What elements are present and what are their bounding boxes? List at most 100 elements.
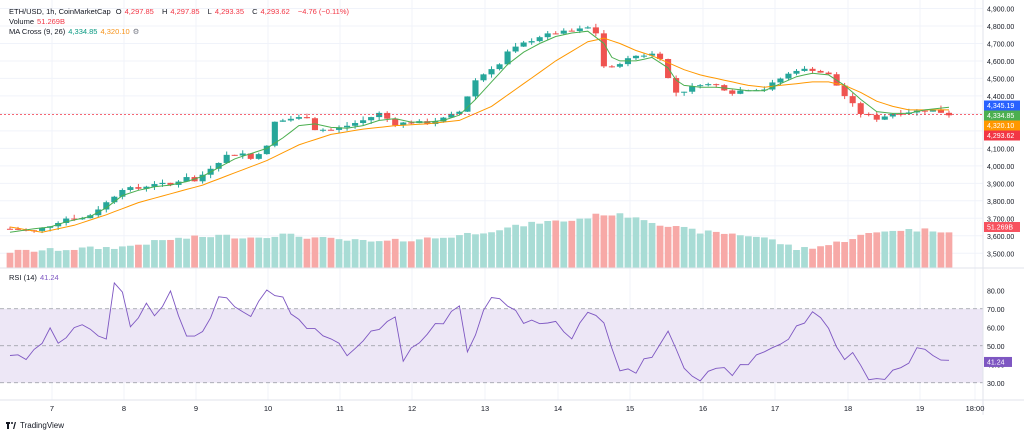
price-tick-label: 3,500.00	[987, 251, 1014, 258]
candle-body	[231, 154, 238, 156]
candle-body	[504, 51, 511, 65]
candle-body	[327, 129, 335, 131]
price-tick-label: 4,800.00	[987, 24, 1014, 31]
volume-bar	[801, 247, 808, 268]
price-tick-label: 4,600.00	[987, 59, 1014, 66]
volume-bar	[520, 226, 527, 268]
volume-bar	[118, 246, 126, 268]
candle-body	[576, 28, 583, 32]
candle-body	[544, 33, 551, 38]
volume-bar	[407, 241, 415, 268]
candle-body	[151, 184, 158, 187]
candle-body	[849, 96, 856, 104]
volume-bar	[70, 249, 78, 268]
volume-bar	[937, 232, 945, 268]
candle-body	[215, 162, 222, 169]
time-tick-label: 18:00	[966, 404, 985, 413]
candle-body	[263, 145, 270, 155]
candle-body	[793, 70, 800, 74]
volume-bar	[825, 245, 832, 268]
candle-body	[400, 122, 407, 126]
volume-bar	[929, 231, 937, 268]
volume-bar	[46, 248, 54, 268]
volume-bar	[752, 236, 760, 268]
volume-bar	[560, 221, 568, 268]
volume-bar	[102, 247, 110, 268]
volume-bar	[488, 232, 495, 268]
candle-body	[761, 89, 768, 91]
candle-body	[295, 117, 302, 119]
volume-bar	[423, 237, 431, 268]
tradingview-logo-icon	[6, 422, 16, 429]
volume-bar	[552, 220, 560, 268]
candle-body	[167, 182, 174, 185]
volume-bar	[14, 249, 22, 268]
candle-body	[287, 118, 294, 121]
candle-body	[352, 123, 359, 126]
candle-body	[480, 74, 487, 81]
rsi-legend: RSI (14) 41.24	[9, 273, 62, 283]
rsi-label[interactable]: RSI (14)	[9, 273, 37, 282]
time-tick-label: 10	[264, 404, 272, 413]
rsi-pane	[0, 281, 983, 384]
volume-bar	[383, 240, 391, 268]
price-badge	[984, 110, 1020, 121]
volume-bar	[335, 239, 343, 268]
volume-bar	[881, 231, 889, 268]
volume-bar	[817, 246, 824, 268]
symbol-label[interactable]: ETH/USD, 1h, CoinMarketCap	[9, 7, 111, 16]
candle-body	[825, 72, 832, 75]
open-label: O	[115, 7, 122, 16]
ma-legend: MA Cross (9, 26) 4,334.85 4,320.10 ⚙	[9, 27, 142, 37]
time-tick-label: 18	[844, 404, 852, 413]
volume-bar	[833, 241, 840, 268]
price-tick-label: 3,900.00	[987, 181, 1014, 188]
volume-bar	[857, 234, 865, 268]
volume-bar	[287, 233, 295, 268]
rsi-line	[9, 281, 950, 382]
volume-bar	[239, 238, 247, 268]
volume-label[interactable]: Volume	[9, 17, 35, 26]
candle-body	[199, 174, 206, 182]
rsi-tick-label: 80.00	[987, 288, 1005, 295]
candle-body	[223, 154, 230, 163]
volume-bar	[6, 252, 14, 268]
candle-body	[159, 182, 166, 185]
candle-body	[440, 117, 447, 122]
candle-body	[472, 80, 479, 97]
volume-bar	[247, 237, 255, 268]
volume-bar	[472, 234, 479, 268]
low-value: 4,293.35	[214, 7, 245, 16]
volume-bar	[672, 226, 680, 268]
brand-label: TradingView	[20, 421, 65, 430]
candle-body	[384, 112, 391, 119]
price-badge-label: 4,293.62	[987, 133, 1014, 140]
volume-bar	[303, 238, 311, 268]
volume-bar	[279, 233, 287, 268]
candle-body	[512, 46, 519, 52]
volume-bar	[873, 232, 881, 268]
volume-bar	[167, 239, 174, 268]
candle-body	[6, 228, 14, 230]
gear-icon[interactable]: ⚙	[132, 27, 140, 36]
price-tick-label: 4,100.00	[987, 146, 1014, 153]
ma-fast-value: 4,334.85	[68, 27, 98, 36]
candle-body	[496, 64, 503, 70]
candle-body	[648, 53, 656, 56]
candle-body	[568, 30, 575, 32]
volume-bar	[159, 240, 166, 268]
volume-bar	[600, 215, 608, 268]
volume-bar	[584, 218, 592, 268]
candle-body	[183, 177, 190, 182]
volume-bar	[183, 238, 190, 268]
volume-bar	[624, 217, 632, 268]
volume-bar	[215, 234, 223, 268]
price-badge	[984, 120, 1020, 131]
candle-body	[143, 186, 150, 189]
volume-bar	[295, 236, 303, 268]
rsi-tick-label: 70.00	[987, 307, 1005, 314]
volume-bar	[415, 239, 423, 268]
tradingview-footer[interactable]: TradingView	[6, 421, 64, 430]
ma-label[interactable]: MA Cross (9, 26)	[9, 27, 66, 36]
